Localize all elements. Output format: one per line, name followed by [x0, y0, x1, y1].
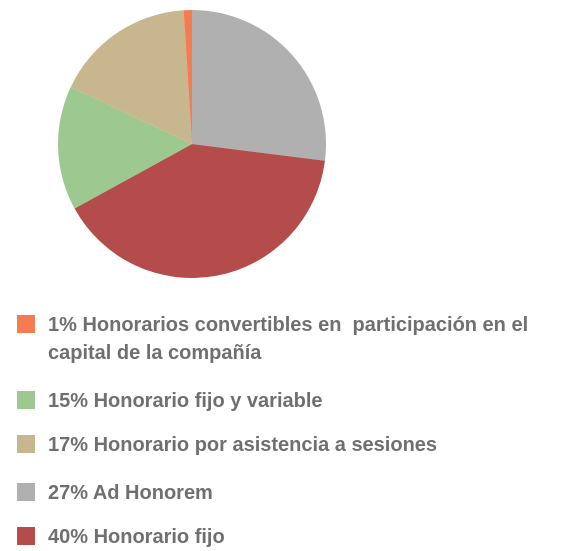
- legend-label: 1% Honorarios convertibles en participac…: [48, 314, 534, 364]
- chart: [58, 10, 326, 278]
- legend-item: 27% Ad Honorem: [17, 479, 557, 507]
- legend-item: 40% Honorario fijo: [17, 523, 557, 551]
- legend-swatch: [17, 435, 35, 453]
- pie-slice: [183, 10, 192, 144]
- pie-slice: [74, 144, 325, 278]
- legend-swatch: [17, 483, 35, 501]
- legend-item: 17% Honorario por asistencia a sesiones: [17, 431, 557, 459]
- legend-label: 40% Honorario fijo: [48, 526, 225, 548]
- legend-swatch: [17, 391, 35, 409]
- pie-slice: [192, 10, 326, 161]
- legend-swatch: [17, 315, 35, 333]
- legend-label: 17% Honorario por asistencia a sesiones: [48, 434, 438, 456]
- pie-slice: [58, 86, 192, 209]
- legend-label: 15% Honorario fijo y variable: [48, 390, 323, 412]
- legend-item: 15% Honorario fijo y variable: [17, 387, 557, 415]
- pie-slice: [70, 10, 192, 144]
- legend-item: 1% Honorarios convertibles en participac…: [17, 311, 557, 367]
- legend-label: 27% Ad Honorem: [48, 482, 213, 504]
- legend-swatch: [17, 527, 35, 545]
